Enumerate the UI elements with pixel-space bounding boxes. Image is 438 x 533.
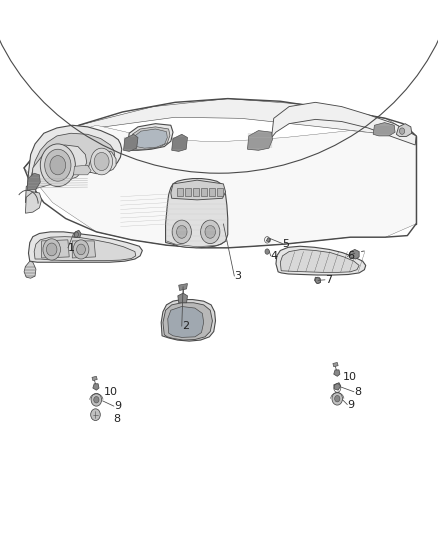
Circle shape xyxy=(91,148,113,175)
Polygon shape xyxy=(34,237,136,261)
Polygon shape xyxy=(27,173,40,190)
Polygon shape xyxy=(166,179,228,248)
Polygon shape xyxy=(27,125,122,192)
Circle shape xyxy=(50,156,66,175)
Text: 1: 1 xyxy=(68,243,75,253)
Polygon shape xyxy=(171,180,226,200)
Text: 10: 10 xyxy=(343,373,357,382)
Polygon shape xyxy=(177,188,183,196)
Text: 8: 8 xyxy=(354,387,361,397)
Polygon shape xyxy=(42,240,69,258)
Polygon shape xyxy=(276,246,366,275)
Circle shape xyxy=(73,240,89,259)
Circle shape xyxy=(94,397,99,403)
Polygon shape xyxy=(163,303,212,340)
Circle shape xyxy=(43,239,60,260)
Polygon shape xyxy=(93,384,99,390)
Polygon shape xyxy=(134,129,167,148)
Polygon shape xyxy=(168,306,204,337)
Polygon shape xyxy=(32,145,87,189)
Text: 10: 10 xyxy=(104,387,118,397)
Text: 2: 2 xyxy=(182,321,189,331)
Polygon shape xyxy=(25,192,42,213)
Text: 7: 7 xyxy=(325,275,332,285)
Polygon shape xyxy=(266,238,271,242)
Circle shape xyxy=(201,220,220,244)
Polygon shape xyxy=(247,131,272,150)
Circle shape xyxy=(265,249,269,254)
Text: 4: 4 xyxy=(271,251,278,261)
Polygon shape xyxy=(334,370,340,376)
Polygon shape xyxy=(24,99,416,168)
Circle shape xyxy=(205,225,215,238)
Polygon shape xyxy=(272,102,416,145)
Circle shape xyxy=(91,409,100,421)
Polygon shape xyxy=(193,188,199,196)
Polygon shape xyxy=(74,165,91,175)
Text: 9: 9 xyxy=(347,400,354,409)
Circle shape xyxy=(172,220,191,244)
Text: 5: 5 xyxy=(283,239,290,248)
Polygon shape xyxy=(131,127,170,149)
Polygon shape xyxy=(161,300,215,341)
Polygon shape xyxy=(178,293,187,303)
Polygon shape xyxy=(201,188,207,196)
Polygon shape xyxy=(209,188,215,196)
Polygon shape xyxy=(350,249,359,259)
Text: 8: 8 xyxy=(113,415,120,424)
Polygon shape xyxy=(74,230,81,238)
Polygon shape xyxy=(185,188,191,196)
Text: 3: 3 xyxy=(234,271,241,281)
Circle shape xyxy=(399,128,405,134)
Circle shape xyxy=(77,244,85,255)
Polygon shape xyxy=(92,376,97,381)
Polygon shape xyxy=(373,123,395,136)
Circle shape xyxy=(177,225,187,238)
Polygon shape xyxy=(24,125,416,248)
Circle shape xyxy=(332,392,343,405)
Circle shape xyxy=(94,152,109,171)
Polygon shape xyxy=(127,124,173,150)
Polygon shape xyxy=(124,134,138,151)
Polygon shape xyxy=(30,133,115,191)
Polygon shape xyxy=(28,232,142,262)
Polygon shape xyxy=(179,284,187,290)
Polygon shape xyxy=(24,261,36,278)
Circle shape xyxy=(91,393,102,406)
Polygon shape xyxy=(72,241,95,258)
Circle shape xyxy=(45,149,71,181)
Text: 9: 9 xyxy=(114,401,121,411)
Polygon shape xyxy=(217,188,223,196)
Text: 6: 6 xyxy=(347,252,354,261)
Circle shape xyxy=(335,395,340,402)
Polygon shape xyxy=(172,134,187,151)
Polygon shape xyxy=(314,277,321,284)
Polygon shape xyxy=(280,249,359,272)
Polygon shape xyxy=(396,124,412,136)
Polygon shape xyxy=(334,383,341,390)
Circle shape xyxy=(40,144,75,187)
Circle shape xyxy=(46,243,57,256)
Polygon shape xyxy=(333,362,338,367)
Polygon shape xyxy=(88,150,116,174)
Polygon shape xyxy=(25,181,36,203)
